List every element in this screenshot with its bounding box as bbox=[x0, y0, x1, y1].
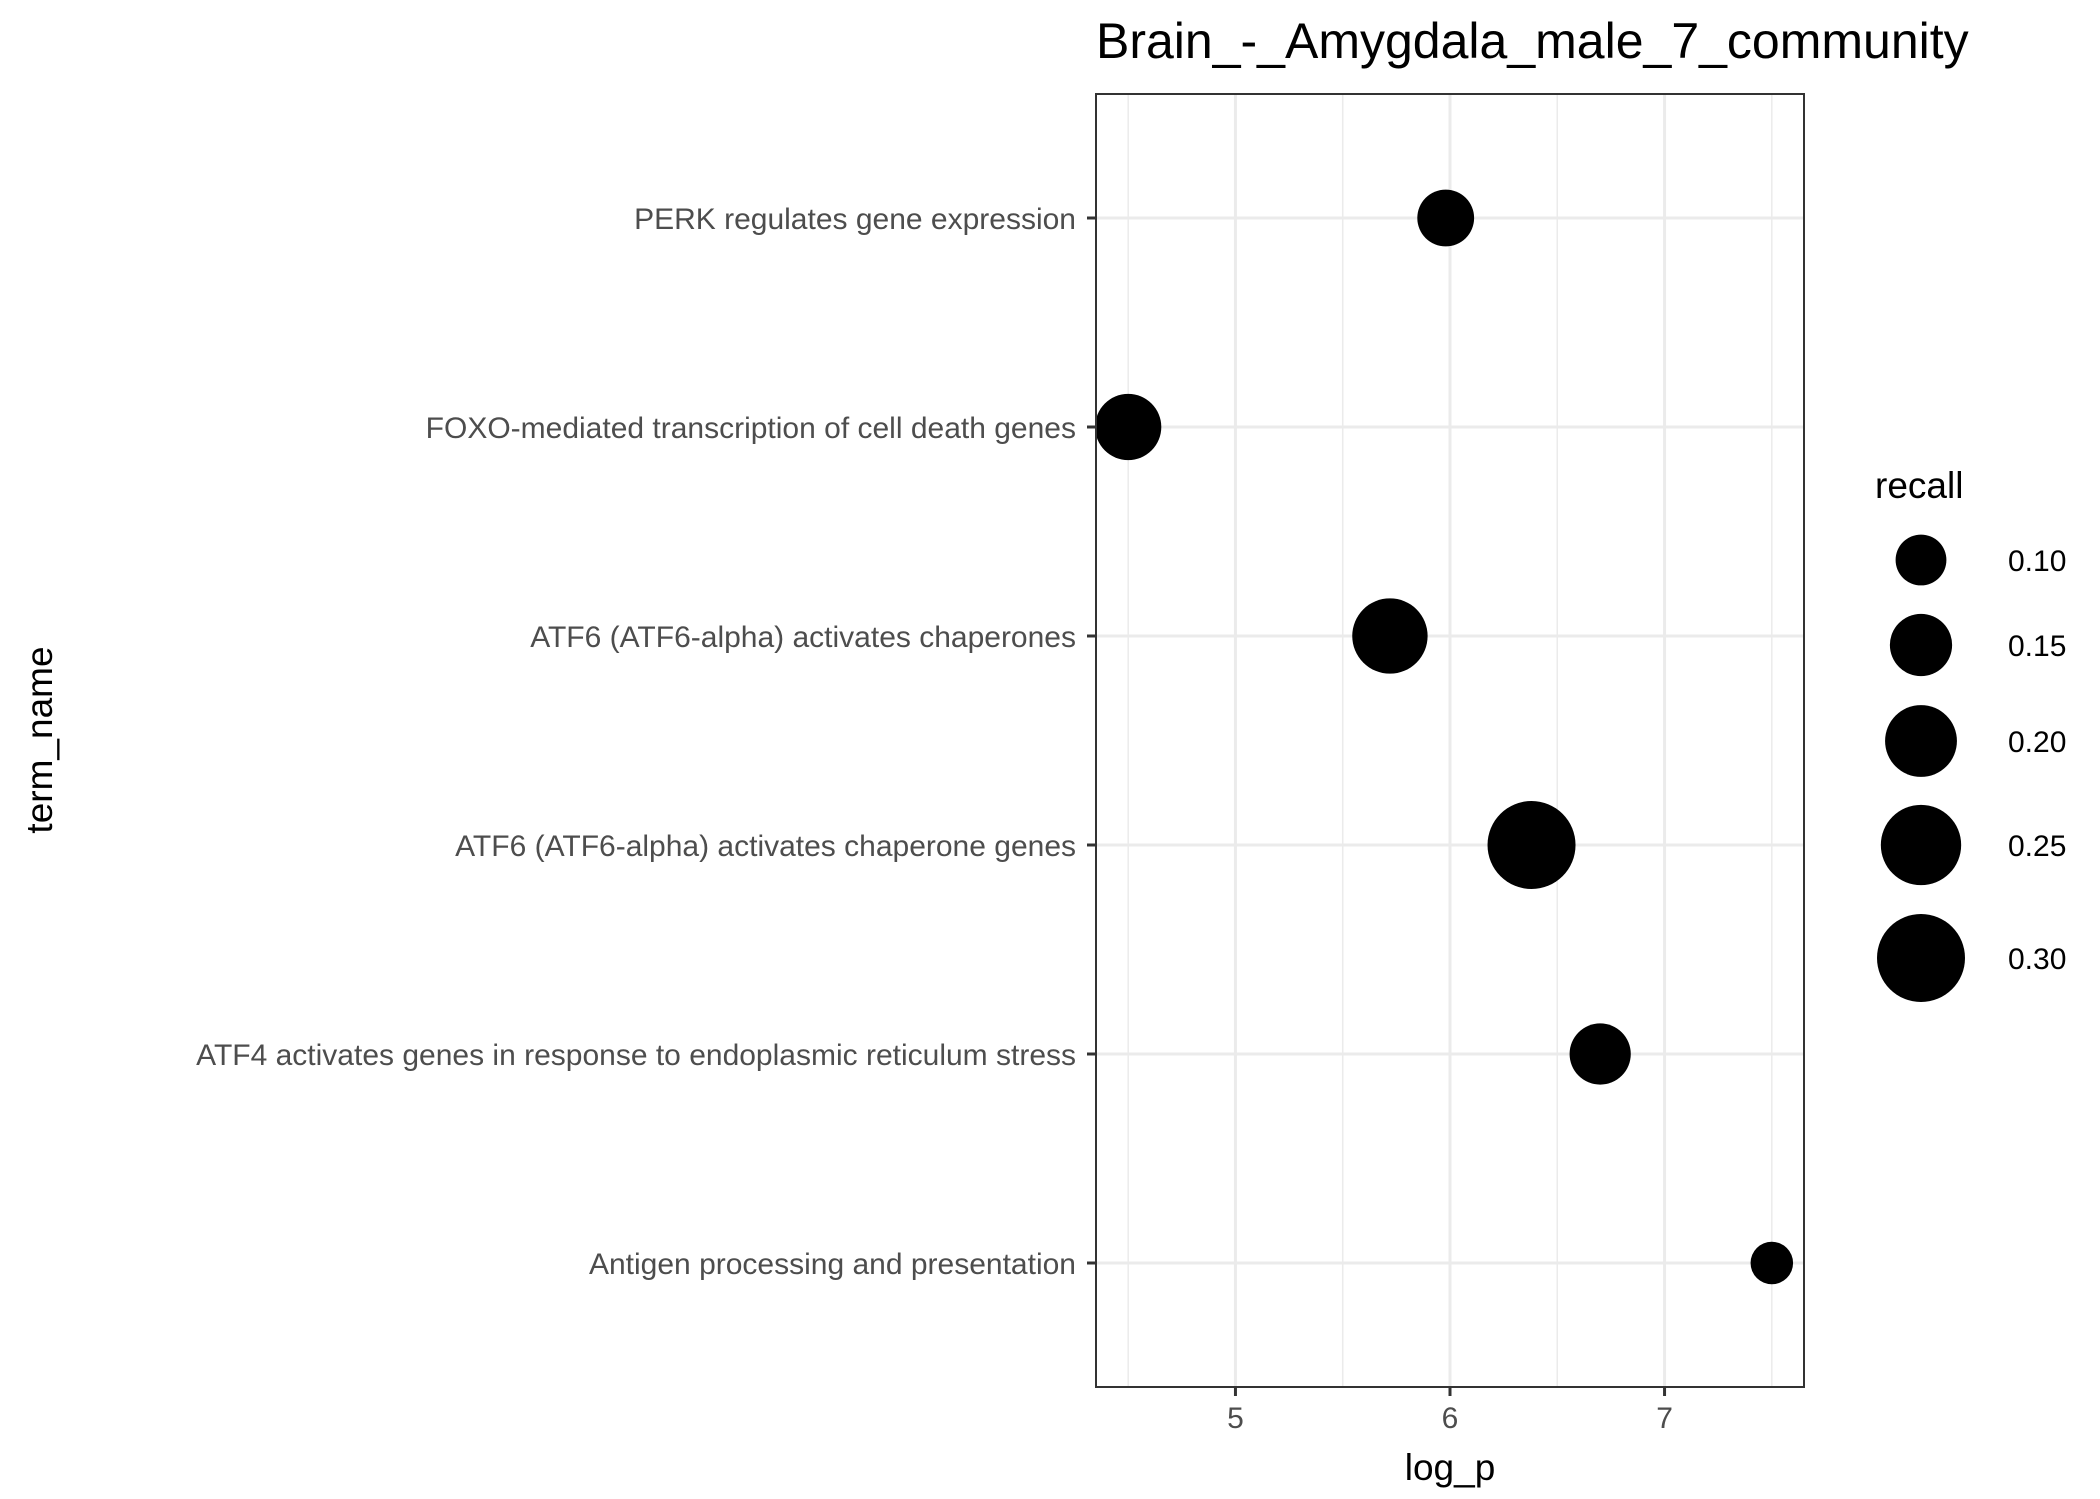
legend-label: 0.10 bbox=[2008, 545, 2066, 578]
y-tick-label: FOXO-mediated transcription of cell deat… bbox=[426, 412, 1076, 445]
x-tick-label: 6 bbox=[1442, 1402, 1459, 1435]
data-point bbox=[1750, 1241, 1794, 1285]
legend-label: 0.25 bbox=[2008, 830, 2066, 863]
legend-label: 0.20 bbox=[2008, 726, 2066, 759]
legend-key bbox=[1889, 613, 1953, 677]
y-axis: PERK regulates gene expression FOXO-media… bbox=[196, 203, 1096, 1281]
plot-panel bbox=[1095, 93, 1805, 1388]
data-point bbox=[1569, 1023, 1631, 1085]
legend-key bbox=[1885, 705, 1957, 777]
legend-key bbox=[1895, 534, 1947, 586]
x-axis-title: log_p bbox=[1405, 1447, 1496, 1488]
data-point bbox=[1352, 598, 1428, 674]
data-point bbox=[1487, 801, 1576, 889]
legend-key bbox=[1877, 914, 1965, 1002]
legend-label: 0.15 bbox=[2008, 630, 2066, 663]
legend-label: 0.30 bbox=[2008, 943, 2066, 976]
x-tick-label: 7 bbox=[1656, 1402, 1673, 1435]
legend-title: recall bbox=[1875, 465, 1963, 506]
x-tick-label: 5 bbox=[1227, 1402, 1244, 1435]
y-tick-label: PERK regulates gene expression bbox=[634, 203, 1076, 236]
data-point bbox=[1095, 393, 1162, 461]
y-tick-label: Antigen processing and presentation bbox=[589, 1248, 1076, 1281]
legend-key bbox=[1880, 804, 1962, 886]
y-tick-label: ATF6 (ATF6-alpha) activates chaperones bbox=[530, 621, 1076, 654]
y-tick-label: ATF6 (ATF6-alpha) activates chaperone ge… bbox=[455, 830, 1076, 863]
minor-gridlines bbox=[1127, 94, 1773, 1387]
legend-keys: 0.10 0.15 0.20 0.25 0.30 bbox=[1877, 534, 2066, 1002]
data-points bbox=[1095, 189, 1794, 1285]
y-axis-title: term_name bbox=[19, 646, 60, 833]
data-point bbox=[1417, 189, 1475, 247]
chart-title: Brain_-_Amygdala_male_7_community bbox=[1096, 13, 1969, 69]
x-axis: 5 6 7 bbox=[1227, 1387, 1673, 1435]
y-tick-label: ATF4 activates genes in response to endo… bbox=[196, 1039, 1076, 1072]
size-legend: recall 0.10 0.15 0.20 0.25 0.30 bbox=[1875, 465, 2066, 1002]
